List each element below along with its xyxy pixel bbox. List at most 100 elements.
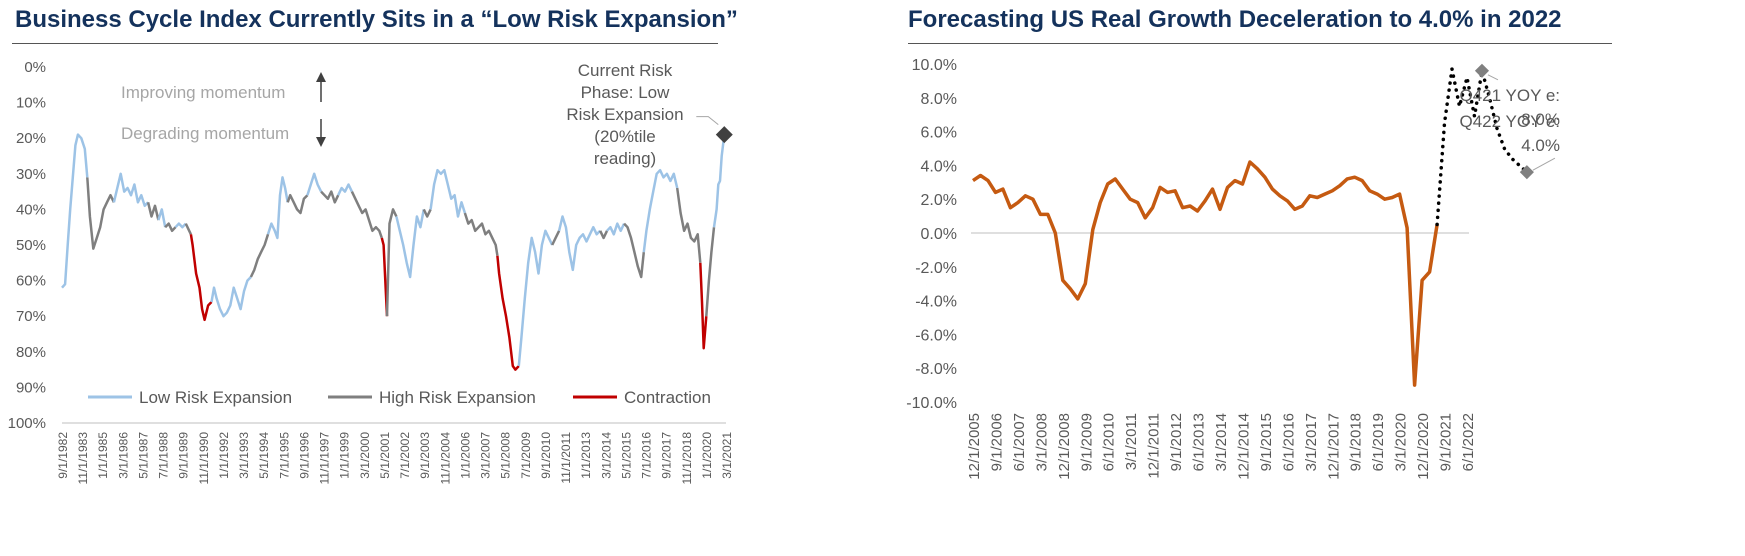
right-y-tick-label: 2.0% <box>921 192 957 209</box>
high-risk-expansion-line <box>385 208 398 317</box>
high-risk-expansion-line <box>705 227 716 317</box>
current-phase-note: Risk Expansion <box>566 105 683 124</box>
left-x-tick-label: 7/1/1995 <box>277 432 291 479</box>
low-risk-expansion-line <box>112 172 149 208</box>
left-x-tick-label: 9/1/2017 <box>660 432 674 479</box>
contraction-line <box>699 262 708 350</box>
left-x-tick-label: 3/1/1993 <box>237 432 251 479</box>
right-x-tick-label: 12/1/2014 <box>1235 413 1252 480</box>
q421-marker <box>1474 63 1490 78</box>
left-x-tick-label: 1/1/1992 <box>217 432 231 479</box>
left-annotations: Current Risk Phase: Low Risk Expansion (20%… <box>121 61 733 168</box>
right-y-tick-label: 8.0% <box>921 91 957 108</box>
right-x-tick-label: 9/1/2009 <box>1078 413 1095 471</box>
high-risk-expansion-line <box>350 191 383 239</box>
q421-label: Q421 YOY e: <box>1460 86 1561 105</box>
low-risk-expansion-line <box>174 222 187 229</box>
right-x-tick-label: 12/1/2020 <box>1415 413 1432 480</box>
right-y-tick-label: 10.0% <box>912 57 957 74</box>
down-arrow-icon <box>316 137 326 147</box>
right-y-tick-label: -8.0% <box>915 361 957 378</box>
left-x-tick-label: 1/1/1999 <box>338 432 352 479</box>
high-risk-expansion-line <box>623 222 646 279</box>
right-x-tick-label: 12/1/2011 <box>1146 413 1163 479</box>
left-x-tick-label: 11/1/1983 <box>76 432 90 485</box>
left-x-tick-label: 9/1/2010 <box>539 432 553 479</box>
up-arrow-icon <box>316 72 326 82</box>
right-y-tick-label: -2.0% <box>915 260 957 277</box>
left-x-tick-label: 11/1/2018 <box>680 432 694 485</box>
us-growth-chart: 10.0% 8.0% 6.0% 4.0% 2.0% 0.0% -2.0% -4.0% -6.0%… <box>906 57 1561 480</box>
left-x-tick-label: 1/1/2013 <box>579 432 593 479</box>
left-x-tick-label: 7/1/1988 <box>157 432 171 479</box>
high-risk-expansion-line <box>286 193 309 215</box>
left-x-tick-label: 7/1/2002 <box>398 432 412 479</box>
current-phase-note: (20%tile <box>594 127 655 146</box>
high-risk-expansion-line <box>184 223 193 235</box>
left-x-tick-label: 11/1/2004 <box>438 432 452 485</box>
q421-label: 8.0% <box>1521 110 1560 129</box>
left-x-tick-label: 3/1/2007 <box>479 432 493 479</box>
legend-low-risk-expansion-label: Low Risk Expansion <box>139 388 292 407</box>
left-y-axis: 0% 10% 20% 30% 40% 50% 60% 70% 80% 90% 100% <box>8 59 46 432</box>
actual-growth-line <box>972 160 1439 387</box>
right-x-tick-label: 12/1/2008 <box>1056 413 1073 480</box>
right-title-rule <box>908 43 1612 44</box>
left-y-tick-label: 30% <box>16 166 46 183</box>
left-x-tick-label: 5/1/2015 <box>619 432 633 479</box>
low-risk-expansion-line <box>210 276 252 318</box>
right-x-tick-label: 6/1/2016 <box>1280 413 1297 471</box>
right-y-axis: 10.0% 8.0% 6.0% 4.0% 2.0% 0.0% -2.0% -4.0% -6.0%… <box>906 57 957 412</box>
left-title-rule <box>12 43 718 44</box>
right-x-tick-label: 9/1/2018 <box>1348 413 1365 471</box>
left-x-tick-label: 9/1/1989 <box>177 432 191 479</box>
right-y-tick-label: -10.0% <box>906 395 957 412</box>
left-y-tick-label: 0% <box>24 59 46 76</box>
left-x-tick-label: 9/1/1996 <box>297 432 311 479</box>
left-x-tick-label: 5/1/1987 <box>136 432 150 479</box>
contraction-line <box>496 255 520 371</box>
right-x-tick-label: 3/1/2017 <box>1303 413 1320 471</box>
right-x-tick-label: 3/1/2011 <box>1123 413 1140 470</box>
right-y-tick-label: 0.0% <box>921 226 957 243</box>
legend-contraction-label: Contraction <box>624 388 711 407</box>
left-x-tick-label: 11/1/1990 <box>197 432 211 485</box>
left-x-tick-label: 5/1/2008 <box>499 432 513 479</box>
right-x-tick-label: 6/1/2007 <box>1011 413 1028 471</box>
left-x-tick-label: 9/1/2003 <box>418 432 432 479</box>
left-legend: Low Risk Expansion High Risk Expansion Con… <box>88 388 711 407</box>
left-x-tick-label: 5/1/1994 <box>257 432 271 479</box>
left-x-tick-label: 5/1/2001 <box>378 432 392 479</box>
left-x-tick-label: 1/1/2020 <box>700 432 714 479</box>
right-x-tick-label: 12/1/2017 <box>1325 413 1342 480</box>
low-risk-expansion-line <box>712 134 726 228</box>
contraction-line <box>189 234 213 322</box>
right-y-tick-label: -6.0% <box>915 327 957 344</box>
improving-momentum-label: Improving momentum <box>121 83 285 102</box>
high-risk-expansion-line <box>675 187 702 263</box>
left-y-tick-label: 90% <box>16 379 46 396</box>
right-x-tick-label: 6/1/2010 <box>1101 413 1118 471</box>
left-x-tick-label: 9/1/1982 <box>56 432 70 479</box>
right-y-tick-label: 6.0% <box>921 125 957 142</box>
low-risk-expansion-line <box>337 183 354 196</box>
degrading-momentum-label: Degrading momentum <box>121 124 289 143</box>
high-risk-expansion-line <box>86 177 116 250</box>
left-y-tick-label: 10% <box>16 95 46 112</box>
contraction-line <box>380 237 389 317</box>
right-x-tick-label: 12/1/2005 <box>966 413 983 480</box>
left-x-tick-label: 7/1/2016 <box>640 432 654 479</box>
current-reading-leader-line <box>696 116 719 126</box>
left-y-tick-label: 20% <box>16 130 46 147</box>
high-risk-expansion-line <box>422 208 432 218</box>
q422-label: Q422 YOY e: <box>1460 112 1561 131</box>
left-y-tick-label: 80% <box>16 344 46 361</box>
left-y-tick-label: 100% <box>8 415 46 432</box>
left-y-tick-label: 70% <box>16 308 46 325</box>
right-x-tick-label: 6/1/2019 <box>1370 413 1387 471</box>
high-risk-expansion-line <box>463 212 499 256</box>
left-y-tick-label: 60% <box>16 273 46 290</box>
left-x-tick-label: 3/1/1986 <box>116 432 130 479</box>
right-x-tick-label: 3/1/2008 <box>1033 413 1050 471</box>
q422-leader-line <box>1532 157 1556 171</box>
